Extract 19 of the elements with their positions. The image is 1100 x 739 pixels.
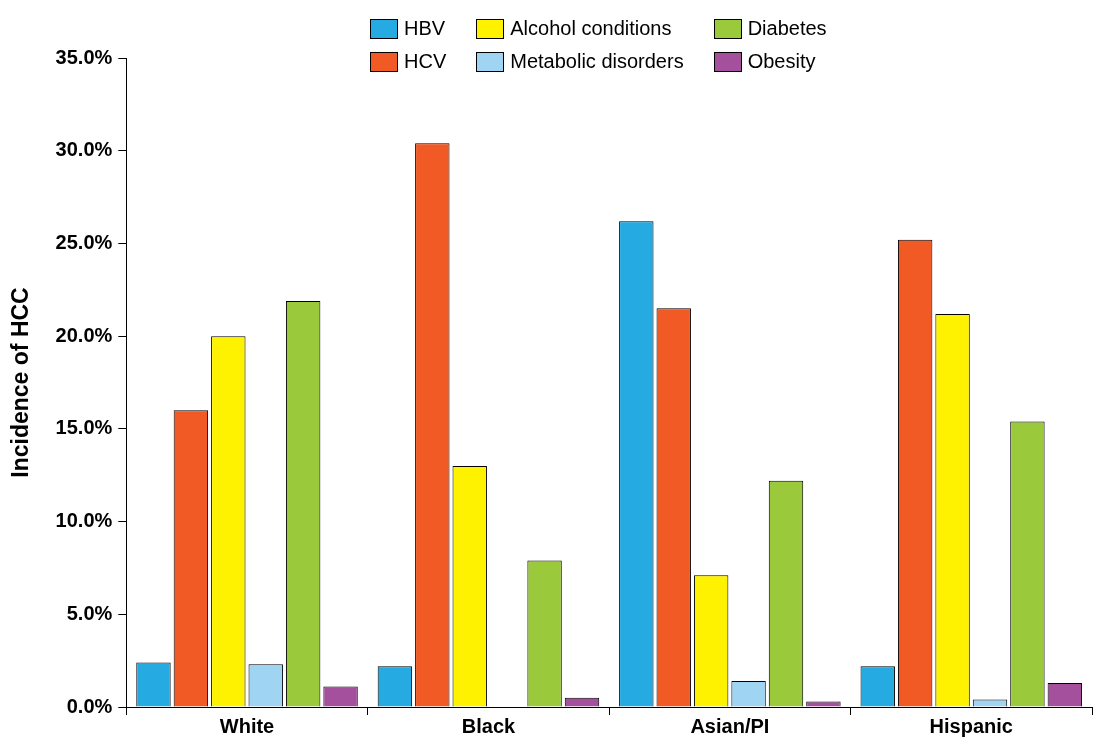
x-tick-label: White (219, 714, 275, 737)
y-tick-label: 25.0% (55, 230, 113, 253)
y-tick-label: 15.0% (55, 416, 113, 439)
legend-label: HBV (404, 17, 446, 40)
x-tick-label: Asian/PI (690, 714, 770, 737)
y-tick-label: 20.0% (55, 323, 113, 346)
legend-label: Metabolic disorders (510, 50, 684, 73)
x-tick-label: Black (461, 714, 516, 737)
y-tick-label: 5.0% (66, 601, 113, 624)
y-axis-title: Incidence of HCC (7, 287, 34, 478)
y-tick-label: 35.0% (55, 45, 113, 68)
legend-label: Alcohol conditions (510, 17, 672, 40)
x-tick-label: Hispanic (929, 714, 1013, 737)
legend-label: Obesity (747, 50, 816, 73)
y-tick-label: 10.0% (55, 509, 113, 532)
legend-label: Diabetes (747, 17, 827, 40)
y-tick-label: 30.0% (55, 138, 113, 161)
y-tick-label: 0.0% (66, 694, 113, 717)
legend-label: HCV (404, 50, 447, 73)
